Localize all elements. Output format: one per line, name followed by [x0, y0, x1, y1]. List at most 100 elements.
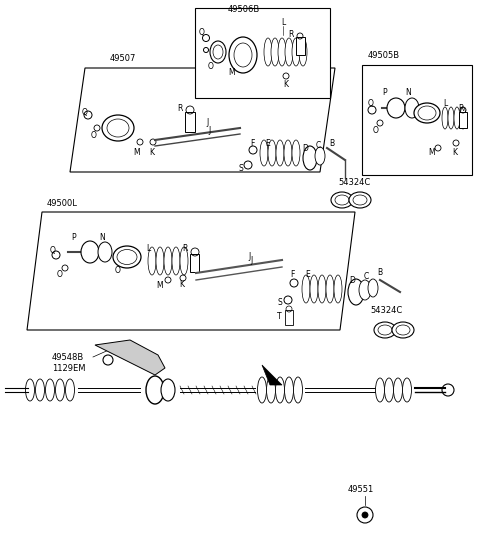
Text: R: R: [182, 243, 188, 252]
Ellipse shape: [210, 41, 226, 63]
Text: 1129EM: 1129EM: [52, 363, 85, 372]
Ellipse shape: [387, 98, 405, 118]
Text: O: O: [208, 61, 214, 71]
Text: Q: Q: [368, 98, 374, 108]
Text: M: M: [228, 67, 235, 77]
Ellipse shape: [414, 103, 440, 123]
Ellipse shape: [285, 377, 293, 403]
Text: 49500L: 49500L: [47, 199, 78, 208]
Ellipse shape: [418, 106, 436, 120]
Ellipse shape: [276, 377, 285, 403]
Ellipse shape: [260, 140, 268, 166]
Ellipse shape: [392, 322, 414, 338]
Ellipse shape: [460, 107, 466, 129]
Text: J: J: [207, 117, 209, 127]
Ellipse shape: [293, 377, 302, 403]
Text: K: K: [149, 148, 155, 156]
Text: E: E: [265, 138, 270, 148]
Text: D: D: [349, 275, 355, 285]
Ellipse shape: [266, 377, 276, 403]
Text: K: K: [453, 148, 457, 156]
Text: 54324C: 54324C: [370, 306, 402, 314]
Ellipse shape: [264, 38, 272, 66]
Text: C: C: [363, 272, 369, 281]
Ellipse shape: [374, 322, 396, 338]
Text: 54324C: 54324C: [338, 178, 370, 186]
Text: D: D: [302, 143, 308, 153]
Text: O: O: [115, 266, 121, 275]
Ellipse shape: [302, 275, 310, 303]
Ellipse shape: [180, 247, 188, 275]
Text: J: J: [209, 125, 211, 135]
Bar: [459, 112, 467, 128]
Bar: [195, 8, 330, 98]
Ellipse shape: [257, 377, 266, 403]
Text: N: N: [405, 87, 411, 97]
Text: P: P: [72, 232, 76, 242]
Ellipse shape: [46, 379, 55, 401]
Text: K: K: [284, 79, 288, 89]
Text: R: R: [458, 104, 463, 112]
Text: M: M: [134, 148, 140, 156]
Polygon shape: [95, 340, 165, 375]
Ellipse shape: [113, 246, 141, 268]
Ellipse shape: [164, 247, 172, 275]
Text: L: L: [281, 17, 285, 27]
Ellipse shape: [375, 378, 384, 402]
Text: R: R: [178, 104, 183, 112]
Ellipse shape: [299, 38, 307, 66]
Text: O: O: [91, 130, 97, 140]
Ellipse shape: [442, 107, 448, 129]
Ellipse shape: [156, 247, 164, 275]
Ellipse shape: [117, 249, 137, 264]
Ellipse shape: [161, 379, 175, 401]
Ellipse shape: [368, 279, 378, 297]
Ellipse shape: [25, 379, 35, 401]
Ellipse shape: [359, 280, 371, 300]
Ellipse shape: [213, 45, 223, 59]
Ellipse shape: [107, 119, 129, 137]
Ellipse shape: [384, 378, 394, 402]
Ellipse shape: [349, 192, 371, 208]
Ellipse shape: [56, 379, 64, 401]
Ellipse shape: [148, 247, 156, 275]
Text: J: J: [249, 251, 251, 261]
Ellipse shape: [285, 38, 293, 66]
Ellipse shape: [292, 38, 300, 66]
Circle shape: [362, 512, 368, 518]
Bar: [362, 65, 472, 175]
Ellipse shape: [403, 378, 411, 402]
Text: B: B: [377, 268, 383, 276]
Bar: [285, 310, 293, 325]
Text: N: N: [99, 232, 105, 242]
Text: J: J: [251, 256, 253, 264]
Ellipse shape: [65, 379, 74, 401]
Ellipse shape: [271, 38, 279, 66]
Text: L: L: [443, 98, 447, 108]
Text: L: L: [146, 243, 150, 252]
Ellipse shape: [102, 115, 134, 141]
Bar: [296, 37, 305, 55]
Ellipse shape: [98, 242, 112, 262]
Text: Q: Q: [50, 245, 56, 255]
Ellipse shape: [348, 279, 364, 305]
Ellipse shape: [318, 275, 326, 303]
Ellipse shape: [284, 140, 292, 166]
Text: Q: Q: [82, 108, 88, 117]
Text: Q: Q: [199, 28, 205, 36]
Ellipse shape: [335, 195, 349, 205]
Ellipse shape: [234, 43, 252, 67]
Text: M: M: [429, 148, 435, 156]
Text: F: F: [250, 138, 254, 148]
Text: O: O: [57, 269, 63, 279]
Ellipse shape: [303, 146, 317, 170]
Ellipse shape: [331, 192, 353, 208]
Ellipse shape: [394, 378, 403, 402]
Text: 49506B: 49506B: [228, 5, 260, 14]
Text: 49548B: 49548B: [52, 352, 84, 362]
Ellipse shape: [454, 107, 460, 129]
Text: E: E: [306, 269, 311, 279]
Bar: [185, 112, 195, 132]
Ellipse shape: [353, 195, 367, 205]
Ellipse shape: [396, 325, 410, 335]
